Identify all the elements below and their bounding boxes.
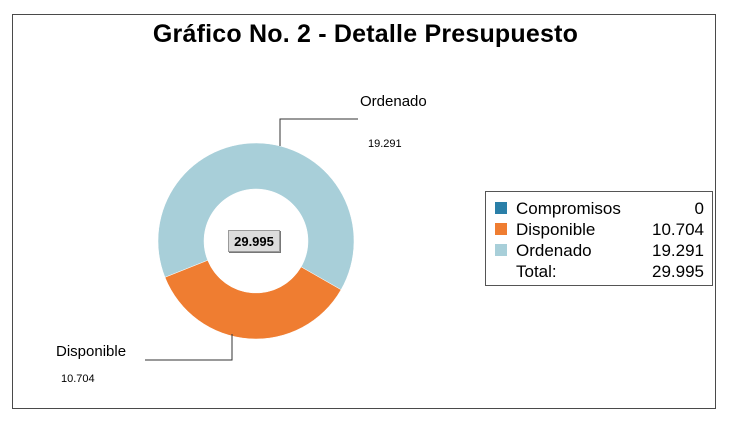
legend-label-ordenado: Ordenado bbox=[516, 241, 592, 260]
legend-label-disponible: Disponible bbox=[516, 220, 596, 239]
legend-value-ordenado: 19.291 bbox=[652, 241, 704, 260]
legend-value-compromisos: 0 bbox=[694, 199, 704, 218]
legend-item-compromisos: Compromisos 0 bbox=[495, 198, 704, 219]
legend-item-total: Total: 29.995 bbox=[495, 261, 704, 282]
leader-line-disponible bbox=[145, 334, 233, 361]
center-total-label: 29.995 bbox=[228, 230, 280, 252]
callout-disponible-value: 10.704 bbox=[61, 373, 95, 385]
legend-swatch-ordenado bbox=[495, 244, 507, 256]
legend-value-disponible: 10.704 bbox=[652, 220, 704, 239]
legend-item-disponible: Disponible 10.704 bbox=[495, 219, 704, 240]
donut-slice-ordenado bbox=[157, 142, 355, 291]
callout-disponible-name: Disponible bbox=[56, 343, 127, 360]
legend: Compromisos 0 Disponible 10.704 Ordenado… bbox=[485, 191, 713, 286]
leader-line-ordenado bbox=[279, 118, 358, 146]
callout-ordenado-name: Ordenado bbox=[360, 93, 427, 110]
legend-label-compromisos: Compromisos bbox=[516, 199, 621, 218]
legend-label-total: Total: bbox=[516, 262, 557, 281]
legend-swatch-compromisos bbox=[495, 202, 507, 214]
legend-value-total: 29.995 bbox=[652, 262, 704, 281]
callout-ordenado-value: 19.291 bbox=[368, 138, 402, 150]
chart-title: Gráfico No. 2 - Detalle Presupuesto bbox=[152, 20, 579, 48]
donut-slice-disponible bbox=[164, 259, 342, 340]
legend-swatch-disponible bbox=[495, 223, 507, 235]
legend-item-ordenado: Ordenado 19.291 bbox=[495, 240, 704, 261]
